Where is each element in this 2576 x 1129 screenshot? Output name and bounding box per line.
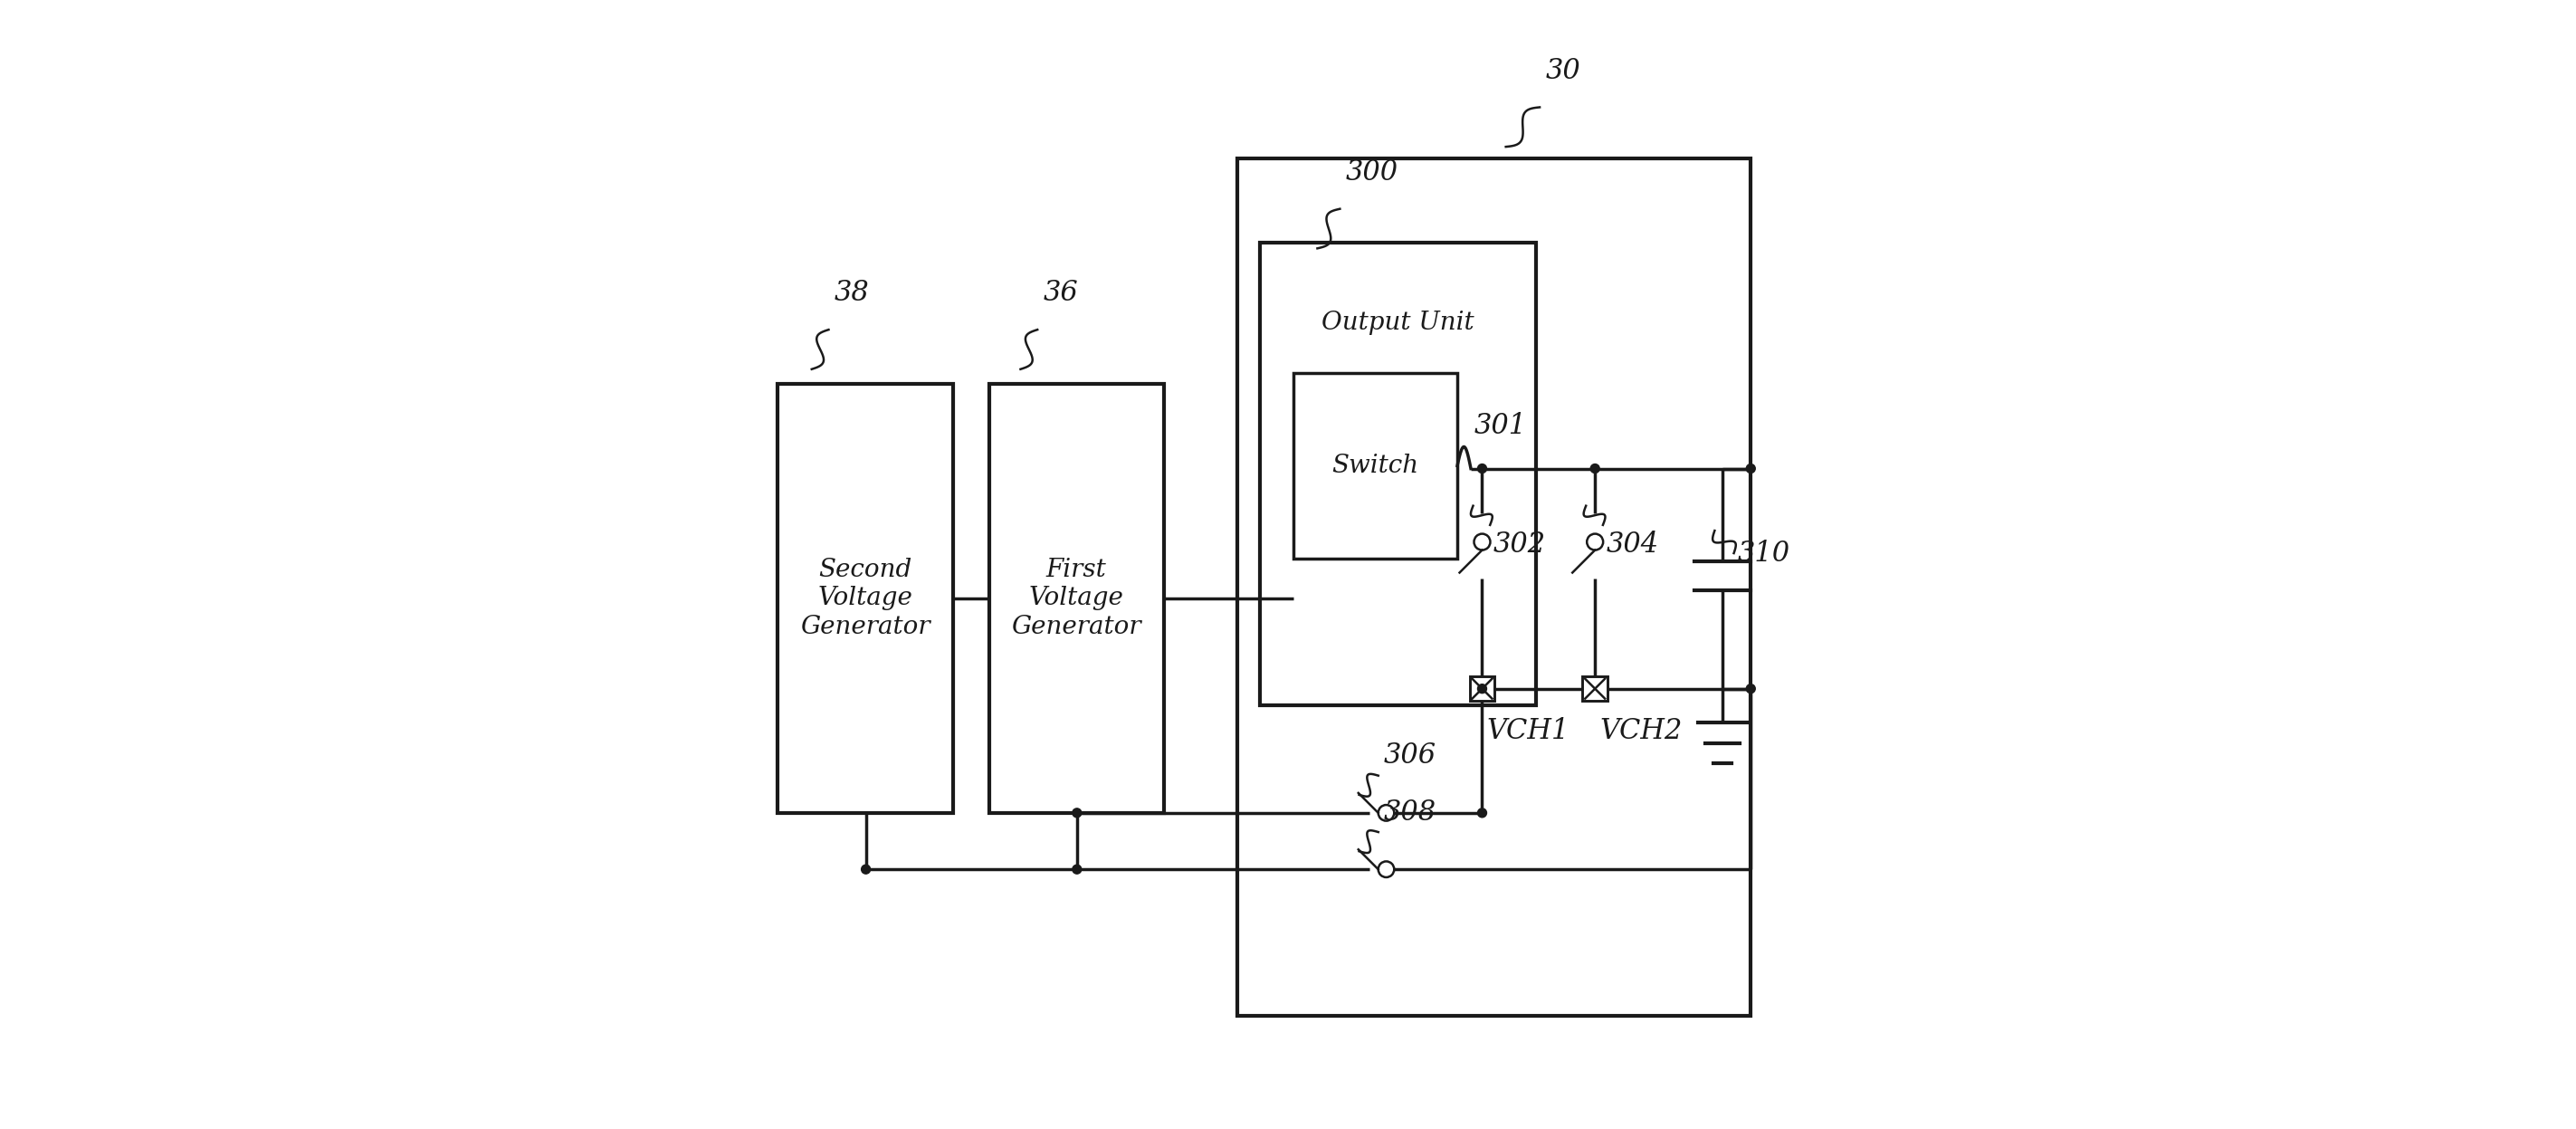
Circle shape xyxy=(1747,684,1754,693)
Text: First
Voltage
Generator: First Voltage Generator xyxy=(1012,558,1141,639)
Text: 304: 304 xyxy=(1607,531,1659,559)
Circle shape xyxy=(1747,464,1754,473)
Circle shape xyxy=(1589,464,1600,473)
Text: 301: 301 xyxy=(1473,412,1528,440)
Text: Second
Voltage
Generator: Second Voltage Generator xyxy=(801,558,930,639)
Text: 308: 308 xyxy=(1383,798,1437,826)
Text: VCH2: VCH2 xyxy=(1600,717,1682,745)
Circle shape xyxy=(1479,808,1486,817)
Bar xyxy=(989,384,1164,813)
Circle shape xyxy=(1072,865,1082,874)
Text: 310: 310 xyxy=(1736,540,1790,567)
Text: Switch: Switch xyxy=(1332,454,1419,478)
Bar xyxy=(1293,373,1458,559)
Text: 36: 36 xyxy=(1043,279,1079,307)
Circle shape xyxy=(860,865,871,874)
Bar xyxy=(778,384,953,813)
Text: 302: 302 xyxy=(1494,531,1546,559)
Bar xyxy=(1236,158,1752,1016)
Bar xyxy=(1471,676,1494,701)
Bar xyxy=(1582,676,1607,701)
Circle shape xyxy=(1072,808,1082,817)
Circle shape xyxy=(1479,464,1486,473)
Text: VCH1: VCH1 xyxy=(1486,717,1569,745)
Text: 306: 306 xyxy=(1383,742,1437,770)
Text: 38: 38 xyxy=(835,279,868,307)
Text: Output Unit: Output Unit xyxy=(1321,310,1473,335)
Bar xyxy=(1260,243,1535,706)
Circle shape xyxy=(1479,684,1486,693)
Text: 300: 300 xyxy=(1345,158,1399,186)
Text: 30: 30 xyxy=(1546,56,1582,85)
